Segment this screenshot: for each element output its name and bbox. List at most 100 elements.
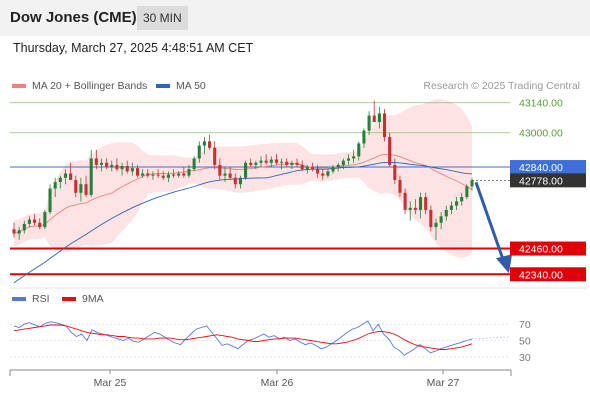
candle <box>187 164 191 178</box>
candle <box>264 154 268 165</box>
ma50-line <box>13 161 473 284</box>
candle <box>27 216 31 228</box>
candle <box>274 154 278 165</box>
candle <box>367 111 371 135</box>
candle <box>341 158 345 170</box>
candle-body <box>187 169 191 176</box>
candle <box>223 167 227 183</box>
candle-body <box>192 158 196 170</box>
x-tick-label: Mar 26 <box>261 377 294 389</box>
candle-body <box>341 160 345 165</box>
candle <box>418 192 423 219</box>
candle-body <box>388 137 392 165</box>
candle-body <box>382 113 387 138</box>
level-label-box-pivot <box>510 160 586 175</box>
legend-ma20: MA 20 + Bollinger Bands <box>12 80 147 92</box>
candle <box>326 169 330 178</box>
candle-body <box>269 159 273 163</box>
x-tick-label: Mar 27 <box>427 377 460 389</box>
candle-body <box>223 173 227 176</box>
level-label-support: 42340.00 <box>519 269 563 281</box>
instrument-title: Dow Jones (CME) <box>10 9 137 26</box>
candle <box>105 158 109 170</box>
candle-body <box>439 216 443 223</box>
candle-body <box>43 212 47 228</box>
candle-body <box>53 182 57 189</box>
candle-body <box>208 141 212 148</box>
candle <box>290 160 294 170</box>
candle <box>460 192 464 206</box>
candle-body <box>79 184 83 193</box>
candle-body <box>259 160 263 163</box>
candle-body <box>84 184 88 195</box>
candle <box>449 201 453 215</box>
candle <box>130 162 134 176</box>
candle-body <box>310 167 315 170</box>
candle-body <box>290 162 294 165</box>
candle-body <box>12 229 16 234</box>
legend-ma50-label: MA 50 <box>176 80 206 92</box>
candle-body <box>305 167 309 170</box>
candle-body <box>202 141 206 146</box>
candle <box>455 197 459 210</box>
candle <box>346 154 351 165</box>
candle <box>218 158 222 180</box>
candle <box>182 167 186 178</box>
candle <box>135 164 140 178</box>
candle-body <box>197 145 201 159</box>
candle <box>259 156 263 168</box>
candle <box>110 160 114 172</box>
x-tick-label: Mar 25 <box>94 377 127 389</box>
candle-body <box>470 180 474 187</box>
forecast-arrow-head <box>496 254 512 274</box>
candle-body <box>465 186 469 198</box>
candle-body <box>135 168 140 176</box>
candle-body <box>460 197 464 202</box>
candle-body <box>94 158 98 165</box>
candle-body <box>171 174 176 176</box>
candle-body <box>115 164 119 170</box>
candle <box>233 173 237 189</box>
candle-body <box>141 173 145 176</box>
candle-body <box>326 171 330 176</box>
candle-body <box>455 201 459 206</box>
candle-body <box>316 169 320 174</box>
candle-body <box>372 115 376 123</box>
legend-rsi-ma: 9MA <box>62 293 104 305</box>
timestamp: Thursday, March 27, 2025 4:48:51 AM CET <box>13 41 254 55</box>
timeframe-button[interactable]: 30 MIN <box>137 6 188 30</box>
candle <box>53 177 57 198</box>
candle <box>388 132 392 168</box>
candle-body <box>99 162 104 165</box>
level-label-pivot: 42840.00 <box>519 162 563 174</box>
legend-rsi-ma-label: 9MA <box>82 293 104 305</box>
rsi-tick-label: 50 <box>519 336 531 348</box>
candle <box>362 128 366 148</box>
candle-body <box>120 165 124 170</box>
candle <box>331 164 335 174</box>
candle <box>238 175 242 189</box>
candle-body <box>449 205 453 210</box>
candle-body <box>274 159 278 163</box>
candle-body <box>403 192 407 210</box>
candle <box>413 199 417 215</box>
rsi-projection <box>471 336 511 340</box>
candle-body <box>166 174 170 178</box>
candle <box>69 162 73 180</box>
candle-body <box>69 173 73 180</box>
candle-body <box>280 161 284 163</box>
candle <box>192 156 196 172</box>
candle <box>208 134 212 150</box>
candle <box>393 158 397 185</box>
candle <box>58 175 62 189</box>
candle <box>84 175 88 198</box>
candle-body <box>393 164 397 180</box>
level-label-resistance: 43140.00 <box>519 98 563 110</box>
candle-body <box>398 179 402 193</box>
candle-body <box>321 173 325 176</box>
candle <box>269 156 273 168</box>
candle-body <box>264 160 268 163</box>
rsi-ma-swatch <box>62 297 76 301</box>
candle-body <box>125 165 129 172</box>
candle-body <box>244 162 248 178</box>
